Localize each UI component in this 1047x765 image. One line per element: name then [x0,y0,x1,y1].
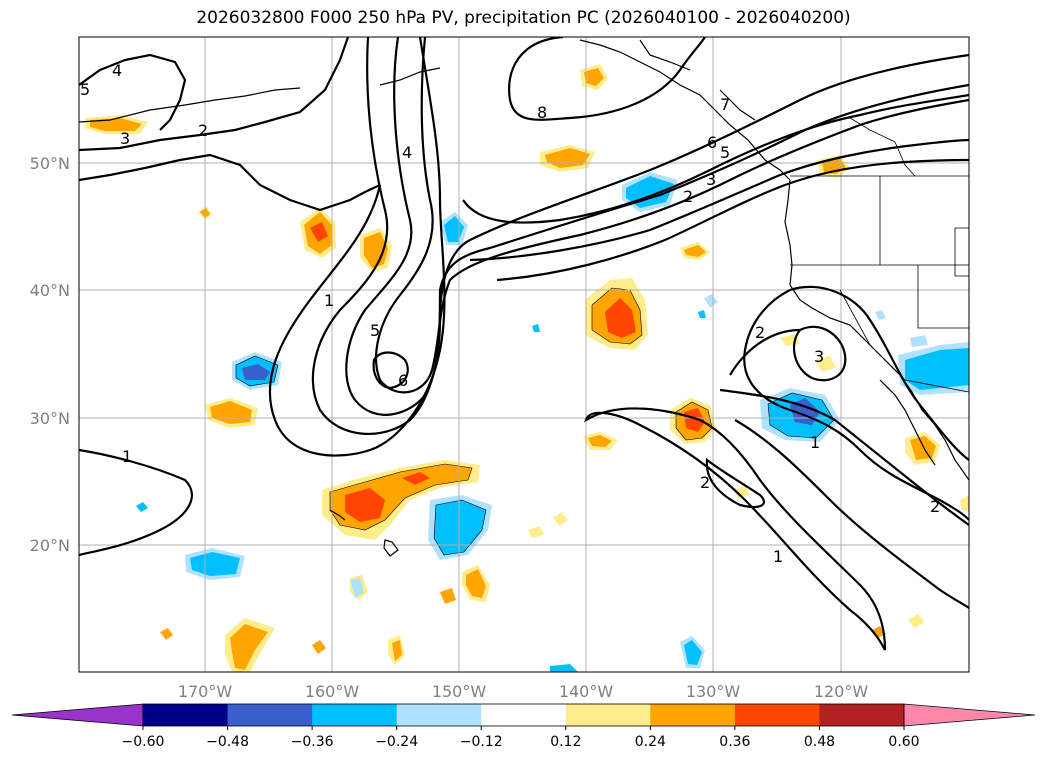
colorbar-label: 0.24 [635,734,666,750]
colorbar-extend-max [903,703,1036,727]
map-plot-area: 4 5 3 2 4 8 7 6 5 3 2 1 5 6 2 3 1 1 2 1 … [79,37,969,672]
precip-blob-negative [185,548,245,580]
contour-label: 2 [198,121,208,140]
contour-label: 3 [706,170,716,189]
precip-blob-negative [136,294,928,672]
precip-shading [85,64,969,672]
colorbar-label: −0.36 [291,734,334,750]
lat-label: 40°N [30,281,70,300]
colorbar-segment [650,704,736,726]
lon-label: 120°W [814,682,869,701]
contour-label: 6 [398,371,408,390]
contour-label: 4 [112,61,122,80]
precip-blob-positive [905,432,940,465]
colorbar-extend-min [11,703,144,727]
lat-label: 50°N [30,154,70,173]
contour-label: 1 [122,447,132,466]
contour-label: 7 [720,95,730,114]
precip-blob-positive [360,228,392,272]
colorbar-label: 0.60 [888,734,919,750]
contour-label: 1 [810,433,820,452]
colorbar-label: −0.48 [206,734,249,750]
colorbar-segment [396,704,482,726]
lon-label: 160°W [305,682,360,701]
colorbar-label: −0.60 [122,734,165,750]
colorbar-segment [734,704,820,726]
colorbar-segment [481,704,567,726]
contour-label: 3 [814,347,824,366]
lon-label: 170°W [178,682,233,701]
lon-label: 150°W [432,682,487,701]
contour-label: 2 [683,187,693,206]
contour-label: 5 [370,321,380,340]
map-title: 2026032800 F000 250 hPa PV, precipitatio… [196,8,851,28]
lon-label: 140°W [559,682,614,701]
precip-blob-positive [300,208,336,258]
precip-blob-positive [670,398,716,444]
contour-label: 5 [720,143,730,162]
map-frame [78,36,970,673]
precip-blob-positive [462,565,490,602]
colorbar: −0.60 −0.48 −0.36 −0.24 −0.12 0.12 0.24 0.36 0.4… [11,703,1036,750]
colorbar-frame [142,703,905,727]
colorbar-segment [227,704,313,726]
contour-label: 2 [700,473,710,492]
colorbar-label: −0.12 [460,734,503,750]
precip-blob-positive [225,618,275,672]
contour-label: 2 [755,323,765,342]
precip-blob-positive [580,64,608,90]
colorbar-label: 0.36 [719,734,750,750]
precip-outlines [235,287,835,556]
colorbar-label: 0.12 [550,734,581,750]
contour-label: 6 [707,133,717,152]
precip-blob-positive [585,278,648,350]
contour-label: 1 [324,291,334,310]
contour-label: 8 [537,103,547,122]
colorbar-segment [143,704,229,726]
precip-blob-negative [428,495,492,560]
longitude-labels: 170°W 160°W 150°W 140°W 130°W 120°W [178,682,869,701]
contour-label: 3 [120,129,130,148]
pv-contours [79,37,969,651]
contour-label: 2 [930,497,940,516]
contour-label: 5 [80,80,90,99]
latitude-labels: 50°N 40°N 30°N 20°N [30,154,70,555]
colorbar-segment [312,704,398,726]
contour-label: 1 [773,547,783,566]
precip-blob-positive [583,432,618,450]
precip-blob-positive [680,242,710,260]
precip-blob-negative [680,636,705,668]
lat-label: 20°N [30,536,70,555]
precip-blob-positive [85,115,148,134]
contour-labels: 4 5 3 2 4 8 7 6 5 3 2 1 5 6 2 3 1 1 2 1 … [80,61,940,566]
colorbar-segment [565,704,651,726]
colorbar-label: 0.48 [804,734,835,750]
colorbar-label: −0.24 [375,734,418,750]
borders [790,117,969,393]
colorbar-segment [819,704,905,726]
lon-label: 130°W [686,682,741,701]
lat-label: 30°N [30,409,70,428]
precip-blob-positive [322,460,480,540]
contour-label: 4 [402,143,412,162]
coastlines [79,39,969,557]
